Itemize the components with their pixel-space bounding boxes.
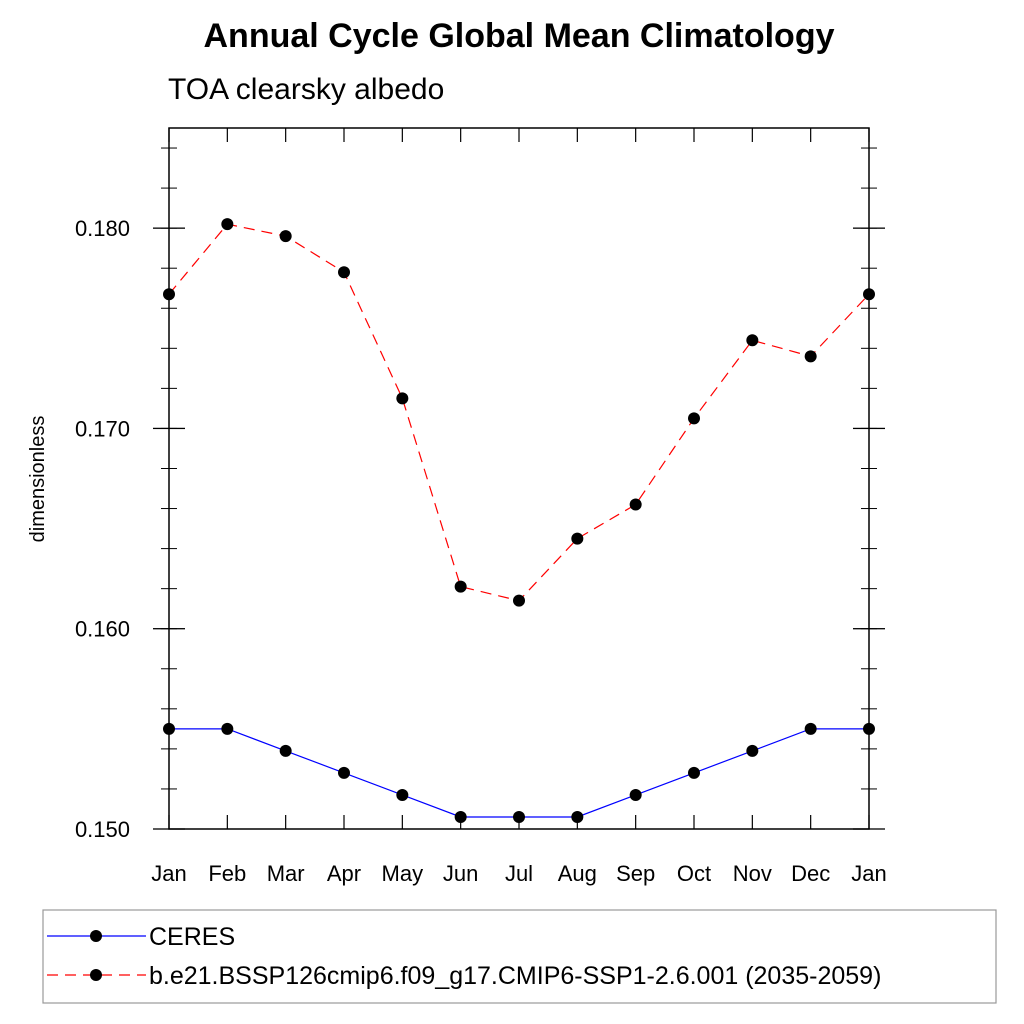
data-point xyxy=(746,334,759,347)
legend-label: b.e21.BSSP126cmip6.f09_g17.CMIP6-SSP1-2.… xyxy=(149,962,881,990)
data-point xyxy=(571,532,584,545)
data-point xyxy=(454,810,467,823)
y-axis-label: dimensionless xyxy=(27,416,49,543)
legend: CERES b.e21.BSSP126cmip6.f09_g17.CMIP6-SS… xyxy=(47,923,881,990)
data-point xyxy=(163,288,175,301)
x-tick-label: Jan xyxy=(851,861,886,886)
x-tick-label: Oct xyxy=(677,861,711,886)
series-line-0 xyxy=(169,728,869,818)
x-tick-label: Apr xyxy=(327,861,361,886)
data-point xyxy=(221,218,234,231)
x-tick-label: Jun xyxy=(443,861,478,886)
x-tick-label: Nov xyxy=(733,861,772,886)
y-tick-label: 0.150 xyxy=(75,817,130,842)
chart-title: Annual Cycle Global Mean Climatology xyxy=(204,17,835,55)
data-point xyxy=(221,722,234,735)
data-point xyxy=(513,594,525,607)
x-tick-label: Sep xyxy=(616,861,655,886)
data-point xyxy=(571,810,584,823)
data-point xyxy=(163,722,175,735)
y-tick-label: 0.170 xyxy=(75,416,130,441)
x-tick-label: May xyxy=(382,861,424,886)
data-point xyxy=(396,392,409,405)
legend-marker xyxy=(90,969,102,981)
x-tick-label: Feb xyxy=(208,861,246,886)
x-tick-label: Dec xyxy=(791,861,830,886)
legend-box xyxy=(42,909,997,1004)
data-point xyxy=(746,744,759,757)
data-point xyxy=(454,580,467,593)
data-point xyxy=(804,350,817,363)
y-tick-labels: 0.150 0.160 0.170 0.180 xyxy=(75,216,130,842)
series-line-1 xyxy=(168,223,870,602)
x-tick-label: Mar xyxy=(267,861,305,886)
data-point xyxy=(396,788,409,801)
y-tick-label: 0.160 xyxy=(75,617,130,642)
data-point xyxy=(688,766,700,779)
data-point xyxy=(863,288,875,301)
x-tick-labels: Jan Feb Mar Apr May Jun Jul Aug Sep Oct Nov Dec Jan xyxy=(151,861,886,886)
x-tick-label: Jul xyxy=(505,861,533,886)
data-point xyxy=(629,498,642,511)
data-point xyxy=(513,810,525,823)
series-layer xyxy=(163,218,875,823)
data-point xyxy=(338,266,350,279)
data-point xyxy=(338,766,350,779)
x-tick-label: Jan xyxy=(151,861,186,886)
legend-label: CERES xyxy=(149,923,235,951)
plot-area xyxy=(168,127,870,830)
data-point xyxy=(629,788,642,801)
legend-marker xyxy=(90,930,102,942)
data-point xyxy=(688,412,700,425)
data-point xyxy=(863,722,875,735)
x-tick-label: Aug xyxy=(558,861,597,886)
data-point xyxy=(279,744,292,757)
data-point xyxy=(804,722,817,735)
chart-subtitle: TOA clearsky albedo xyxy=(168,73,444,106)
y-tick-label: 0.180 xyxy=(75,216,130,241)
axis-ticks xyxy=(153,128,885,830)
data-point xyxy=(279,230,292,243)
